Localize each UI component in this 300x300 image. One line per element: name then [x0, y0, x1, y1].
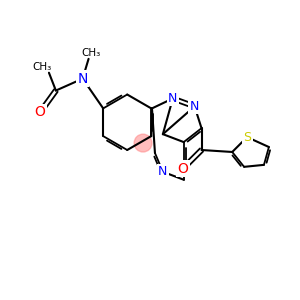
- Text: CH₃: CH₃: [32, 62, 52, 72]
- Text: N: N: [158, 165, 168, 178]
- Text: O: O: [177, 162, 188, 176]
- Text: CH₃: CH₃: [81, 48, 100, 58]
- Text: N: N: [168, 92, 178, 105]
- Text: O: O: [34, 105, 46, 119]
- Text: S: S: [243, 130, 251, 144]
- Circle shape: [134, 134, 152, 152]
- Text: N: N: [190, 100, 199, 113]
- Text: N: N: [77, 72, 88, 86]
